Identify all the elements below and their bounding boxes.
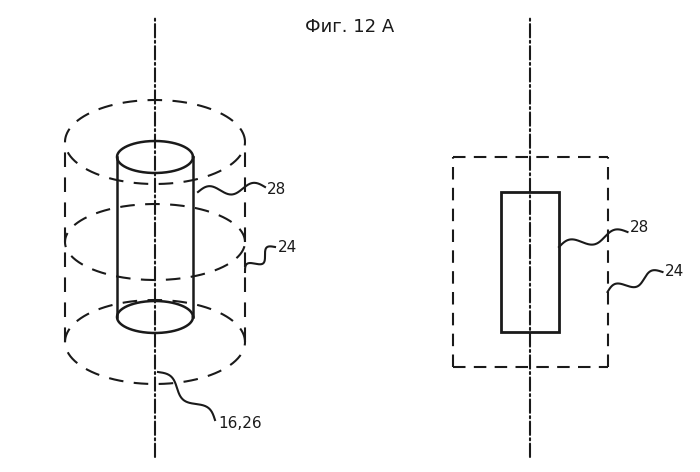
- Text: Фиг. 12 А: Фиг. 12 А: [305, 18, 395, 36]
- Bar: [501, 192, 559, 332]
- Text: 24: 24: [664, 264, 684, 279]
- Text: 28: 28: [629, 219, 649, 235]
- Text: 28: 28: [267, 183, 286, 197]
- Text: 16,26: 16,26: [218, 416, 262, 431]
- Text: 24: 24: [278, 239, 298, 254]
